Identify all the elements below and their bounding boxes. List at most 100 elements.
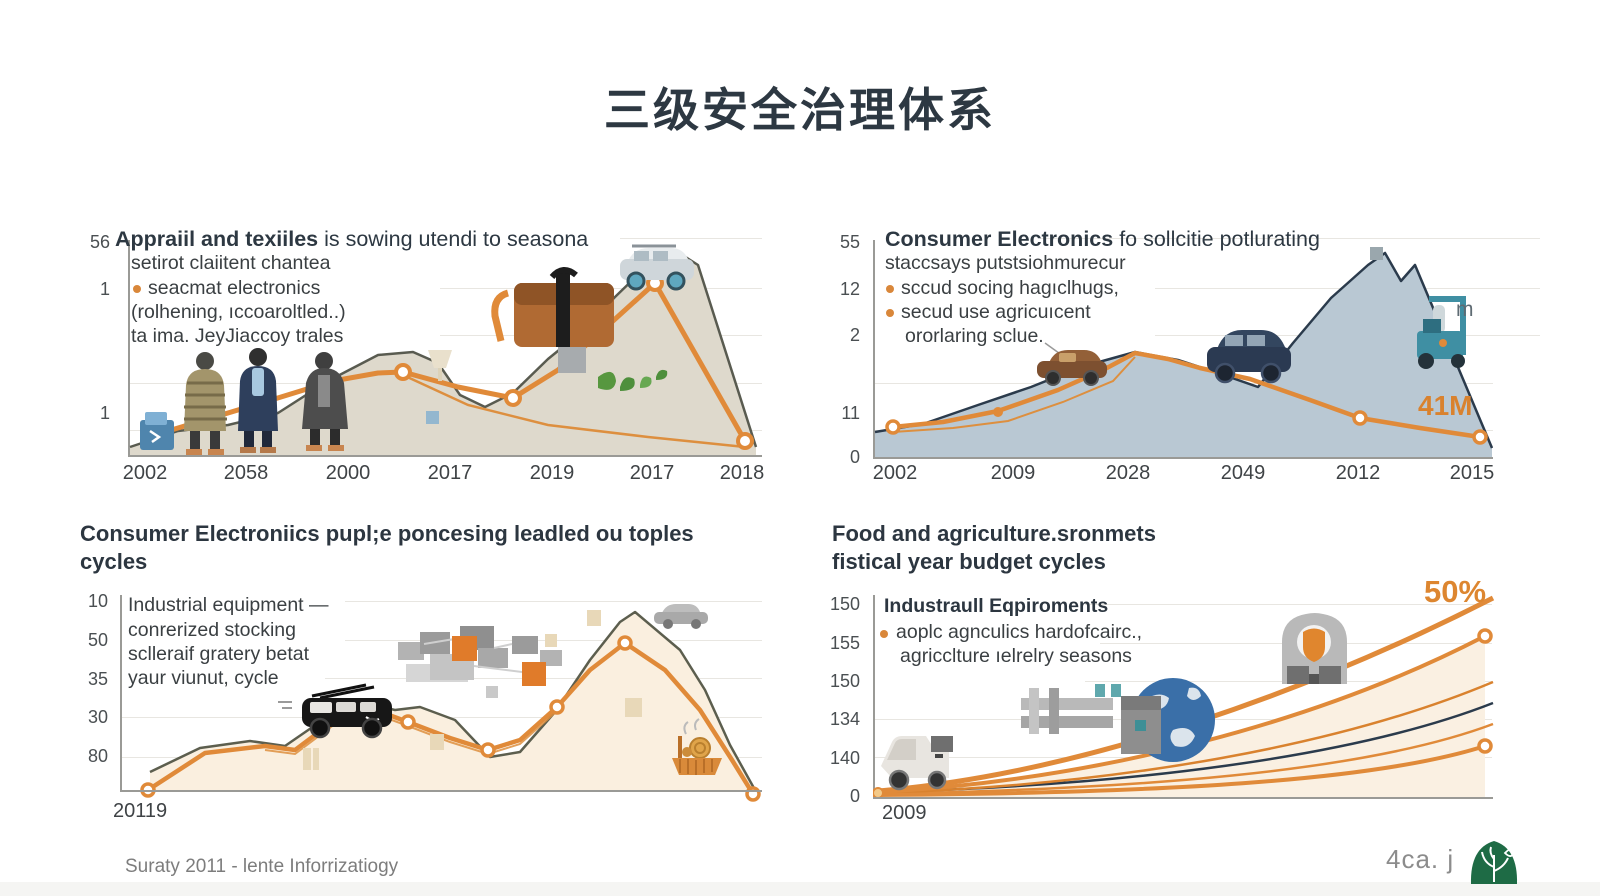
footer-band — [0, 882, 1600, 896]
van-icon — [302, 683, 392, 739]
person-icon-1 — [184, 352, 227, 455]
br-title-line1: Food and agriculture.sronmets — [832, 521, 1156, 546]
tr-area-outline — [874, 251, 1493, 449]
motion-dashes — [278, 701, 292, 709]
br-gridline — [1085, 604, 1492, 605]
tr-x-tick: 2012 — [1335, 462, 1381, 484]
bl-y-tick: 10 — [87, 591, 108, 611]
tl-bullet-dot — [133, 285, 141, 293]
br-title-line2: fistical year budget cycles — [832, 549, 1106, 574]
tr-heading: Consumer Electronics fo sollcitie potlur… — [885, 227, 1320, 252]
suitcase-icon — [491, 267, 614, 373]
tr-chart-graphic — [874, 247, 1493, 457]
bl-y-tick: 80 — [87, 746, 108, 766]
bl-y-axis — [120, 595, 122, 790]
br-note-line: agricclture ıelrelry seasons — [900, 645, 1132, 667]
tl-bullet-text: seacmat electronics — [148, 277, 321, 299]
tl-note-line: setirot claiitent chantea — [131, 252, 331, 274]
tr-area-fill — [875, 253, 1492, 457]
truck-icon — [881, 736, 953, 791]
tr-x-tick: 2009 — [990, 462, 1036, 484]
page-title: 三级安全治理体系 — [604, 84, 996, 136]
br-line-orange-3 — [877, 680, 1494, 795]
br-markers — [873, 628, 1493, 799]
br-line-orange-5 — [877, 744, 1486, 797]
tl-note-line: ta ima. JeyJiaccoy trales — [131, 325, 344, 347]
gray-square-mark — [1370, 247, 1383, 260]
tl-note-line: (rolhening, ıccoaroltled..) — [131, 301, 346, 323]
tr-y-tick: 12 — [839, 279, 860, 299]
tr-bullet-dot — [886, 309, 894, 317]
tr-y-axis — [873, 240, 875, 457]
br-y-tick: 134 — [829, 709, 860, 729]
tr-x-tick: 2002 — [872, 462, 918, 484]
person-icon-2 — [238, 348, 278, 453]
br-chart-graphic — [873, 595, 1495, 799]
tr-heading-bold: Consumer Electronics — [885, 227, 1114, 251]
bl-y-tick: 50 — [87, 630, 108, 650]
br-x-tick: 2009 — [882, 802, 927, 824]
car-icon — [1037, 350, 1107, 386]
sedan-icon — [654, 604, 708, 629]
basket-boat-icon — [672, 718, 722, 775]
person-icon-3 — [302, 352, 348, 451]
br-area-fill — [878, 636, 1485, 797]
tr-x-tick: 2028 — [1105, 462, 1151, 484]
tr-bullet-text: secud use agricuıcent — [901, 301, 1091, 323]
tr-x-axis — [873, 457, 1493, 459]
tr-orange-markers — [885, 407, 1488, 445]
machinery-icon — [398, 626, 562, 698]
br-y-tick: 150 — [829, 594, 860, 614]
tr-y-tick: 0 — [849, 447, 860, 467]
tl-x-tick: 2017 — [629, 462, 675, 484]
br-y-tick: 0 — [849, 786, 860, 806]
beige-marks — [303, 610, 642, 770]
tr-y-tick: 2 — [849, 325, 860, 345]
tl-y-tick: 1 — [99, 279, 110, 299]
leaves-icon — [598, 369, 668, 391]
bl-note-line: conrerized stocking — [128, 619, 296, 641]
tl-y-tick: 1 — [99, 403, 110, 423]
machine-shield-icon — [1282, 613, 1347, 684]
suv-icon — [620, 244, 694, 291]
tl-heading-rest: is sowing utendi to seasona — [318, 227, 589, 251]
tr-x-tick: 2049 — [1220, 462, 1266, 484]
tl-x-tick: 2019 — [529, 462, 575, 484]
tr-x-tick: 2015 — [1449, 462, 1495, 484]
bl-y-tick: 35 — [87, 669, 108, 689]
br-line-orange-4 — [877, 722, 1494, 796]
br-y-axis — [873, 595, 875, 797]
tl-gridline — [620, 238, 762, 239]
tl-area-fill — [130, 251, 756, 455]
tl-heading: Appraiil and texiiles is sowing utendi t… — [115, 227, 588, 252]
tr-annotation-41m: 41M — [1418, 390, 1473, 421]
bl-note-line: sclleraif gratery betat — [128, 643, 309, 665]
tr-heading-rest: fo sollcitie potlurating — [1113, 227, 1320, 251]
br-y-tick: 155 — [829, 633, 860, 653]
tl-y-axis — [128, 240, 130, 455]
bl-note-line: yaur viunut, cycle — [128, 667, 279, 689]
tl-x-tick: 2002 — [122, 462, 168, 484]
tl-x-axis — [128, 455, 762, 457]
br-annotation-50pct: 50% — [1424, 574, 1487, 609]
tl-heading-bold: Appraiil and texiiles — [115, 227, 319, 251]
br-bullet-text: aoplc agnculics hardofcairc., — [896, 621, 1143, 643]
tl-orange-thin-line — [402, 373, 746, 449]
footer-source-text: Suraty 2011 - lente Inforrizatiogy — [125, 856, 399, 877]
bl-x-tick: 20119 — [113, 800, 168, 822]
bl-title-line2: cycles — [80, 549, 148, 574]
tl-x-tick: 2058 — [223, 462, 269, 484]
machinery-globe-icon — [1021, 678, 1215, 762]
bl-note-line: Industrial equipment — — [128, 594, 329, 616]
br-y-tick: 140 — [829, 748, 860, 768]
br-note-bold: Industraull Eqpiroments — [884, 595, 1109, 617]
bl-chart-graphic — [140, 604, 761, 802]
tr-y-tick: 55 — [839, 232, 860, 252]
tr-annotation-m: m — [1456, 298, 1474, 321]
tr-gridline — [1040, 238, 1540, 239]
tr-note-line: staccsays putstsiohmurecur — [885, 252, 1126, 274]
tl-y-tick: 56 — [89, 232, 110, 252]
suv-dark-icon — [1207, 330, 1291, 384]
br-y-tick: 150 — [829, 671, 860, 691]
